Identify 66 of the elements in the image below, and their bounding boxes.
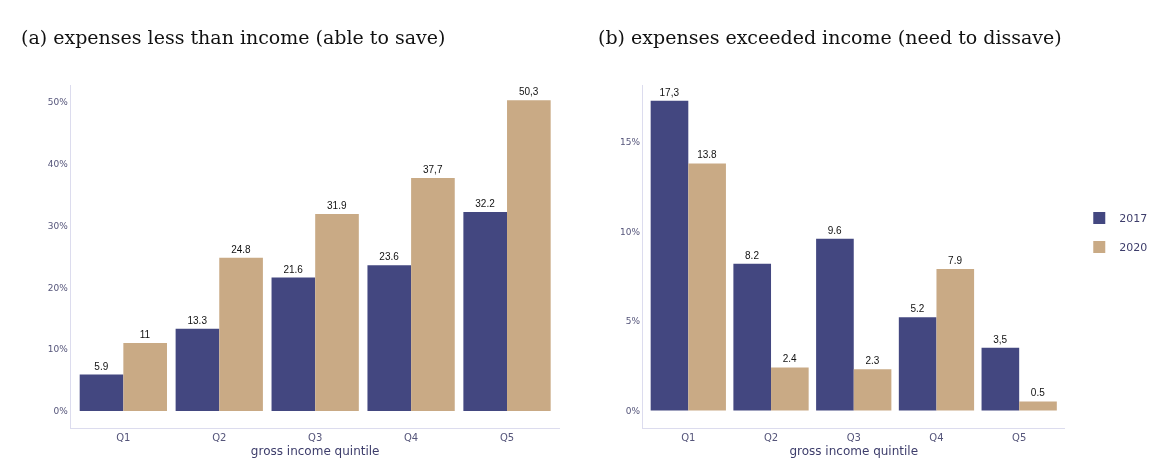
data-label: 21.6	[283, 263, 304, 275]
x-tick-label: Q1	[681, 432, 696, 444]
x-tick-label: Q3	[846, 432, 861, 444]
x-tick-label: Q5	[1012, 432, 1027, 444]
data-label: 0.5	[1030, 387, 1046, 399]
data-label: 13.3	[187, 314, 208, 326]
data-label: 2.3	[865, 355, 880, 367]
bar	[123, 343, 167, 411]
x-tick-label: Q3	[308, 432, 323, 444]
y-tick-label: 0%	[53, 406, 69, 417]
y-tick-label: 10%	[619, 226, 641, 237]
data-label: 23.6	[379, 251, 400, 263]
x-tick-label: Q4	[929, 432, 944, 444]
y-tick-label: 10%	[47, 344, 69, 355]
data-label: 32.2	[475, 198, 496, 210]
x-tick-label: Q1	[116, 432, 131, 444]
y-tick-label: 5%	[625, 316, 641, 327]
y-tick-label: 20%	[47, 282, 69, 293]
data-label: 37,7	[422, 164, 443, 176]
x-axis-title: gross income quintile	[789, 444, 919, 459]
legend-label: 2020	[1119, 241, 1148, 255]
data-label: 9.6	[827, 224, 843, 236]
legend-label: 2017	[1119, 212, 1148, 226]
x-tick-label: Q4	[403, 432, 419, 444]
x-tick-label: Q2	[763, 432, 779, 444]
bar	[463, 212, 508, 411]
data-label: 31.9	[327, 199, 347, 211]
bar	[981, 347, 1020, 411]
bar	[79, 374, 124, 411]
bar	[853, 369, 892, 411]
bar	[688, 163, 726, 411]
bar	[507, 100, 551, 411]
bar	[411, 178, 455, 411]
x-tick-label: Q2	[212, 432, 227, 444]
bar	[771, 367, 809, 411]
bar	[175, 328, 220, 411]
data-label: 8.2	[745, 249, 760, 261]
x-axis-title: gross income quintile	[250, 444, 380, 459]
y-tick-label: 50%	[47, 97, 69, 108]
bar	[1019, 401, 1057, 411]
bar	[733, 263, 772, 411]
data-label: 2.4	[782, 353, 798, 365]
bar	[219, 257, 263, 411]
bar	[816, 238, 854, 411]
data-label: 11	[139, 329, 151, 341]
data-label: 13.8	[697, 149, 718, 161]
bar	[271, 277, 316, 411]
y-tick-label: 15%	[619, 137, 641, 148]
data-label: 5.9	[94, 360, 109, 372]
bar	[315, 213, 359, 411]
y-tick-label: 0%	[625, 405, 641, 416]
data-label: 24.8	[231, 243, 252, 255]
data-label: 7.9	[948, 255, 963, 267]
bar	[898, 317, 937, 411]
bar	[367, 265, 412, 411]
x-tick-label: Q5	[499, 432, 515, 444]
chart-title: (a) expenses less than income (able to save)	[21, 26, 446, 48]
data-label: 17,3	[659, 86, 680, 98]
y-tick-label: 40%	[47, 159, 69, 169]
bar	[936, 269, 975, 411]
y-tick-label: 30%	[47, 220, 69, 231]
bar	[650, 100, 689, 411]
data-label: 5.2	[910, 303, 925, 315]
data-label: 50,3	[518, 86, 539, 98]
data-label: 3,5	[993, 333, 1008, 345]
chart-title: (b) expenses exceeded income (need to dissave)	[598, 26, 1062, 48]
